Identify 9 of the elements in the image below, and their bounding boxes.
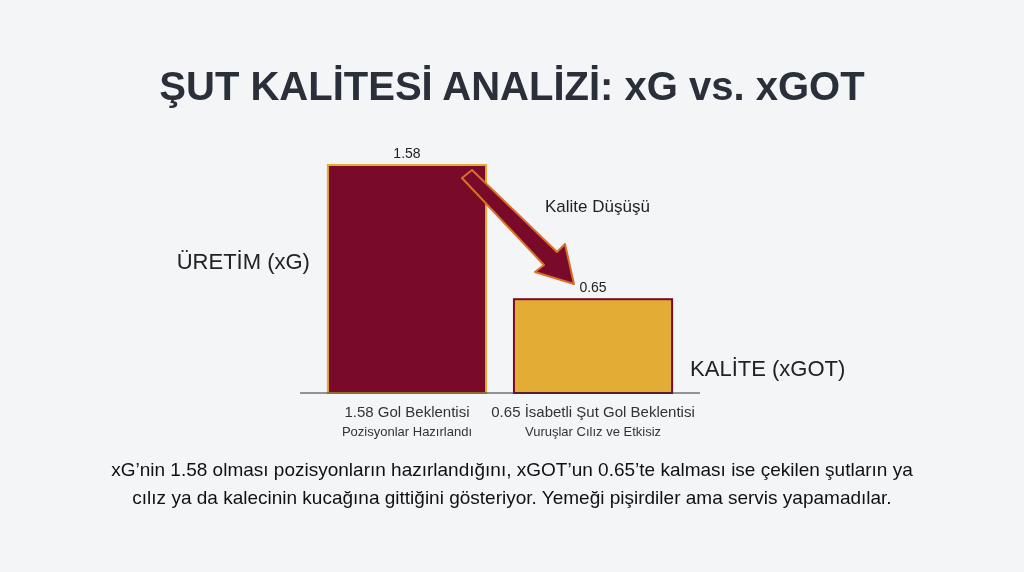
x-tick-label: 0.65 İsabetli Şut Gol Beklentisi Vuruşlar Cılız ve Etkisiz (491, 403, 695, 439)
annotation: ÜRETİM (xG) (176, 249, 310, 274)
data-label: 1.58 (393, 145, 421, 161)
text: xG’nin 1.58 olması pozisyonların hazırlandığını, xGOT’un 0.65’te kalması ise çekilen şutların ya cılız ya da kalecinin kucağına gittiğini gösteriyor. Yemeği pişirdiler ama servis yapamadılar. (111, 459, 914, 508)
chart-title: ŞUT KALİTESİ ANALİZİ: xG vs. xGOT (159, 64, 865, 108)
annotation: KALİTE (xGOT) (690, 356, 846, 382)
annotation: Kalite Düşüşü (545, 197, 650, 216)
x-tick-label: 1.58 Gol Beklentisi Pozisyonlar Hazırlandı (341, 403, 473, 439)
data-label: 0.65 (579, 279, 607, 296)
